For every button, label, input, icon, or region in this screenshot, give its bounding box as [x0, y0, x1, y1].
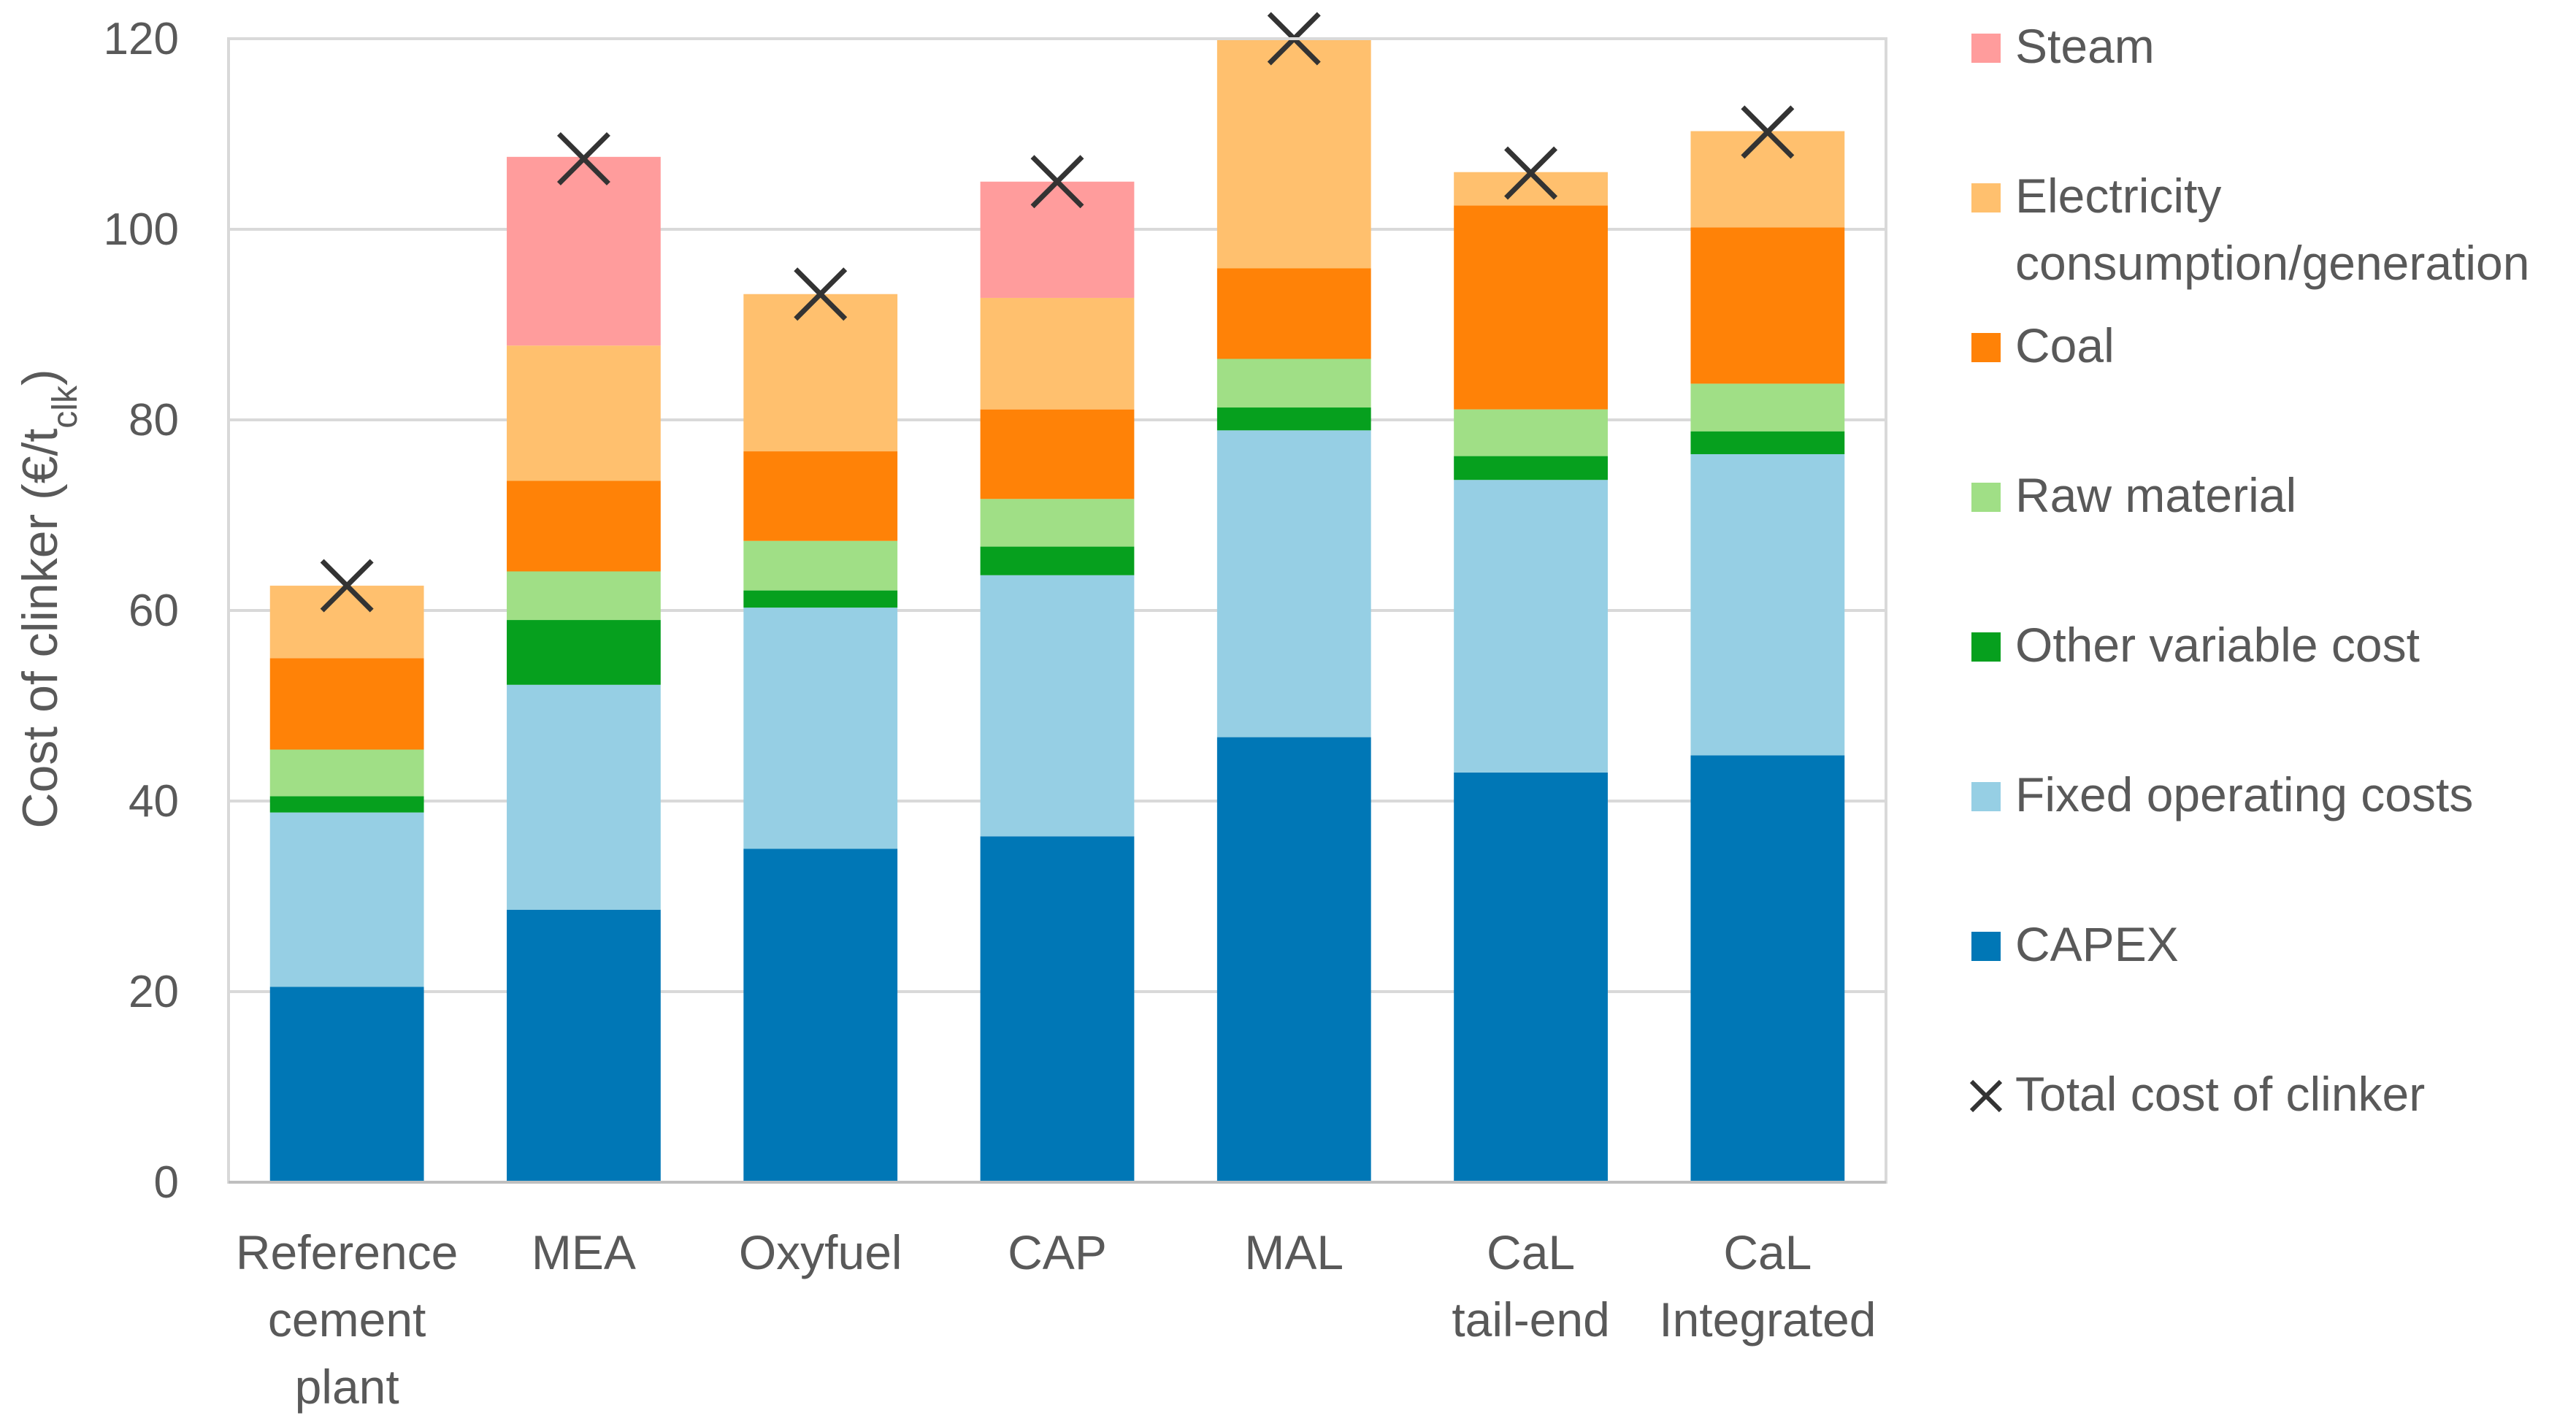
total-markers	[320, 12, 1795, 613]
x-category-label: CaL Integrated	[1659, 1225, 1876, 1347]
y-tick-labels: 0 20 40 60 80 100 120	[104, 14, 179, 1208]
bar-steam	[507, 156, 661, 346]
total-marker	[1030, 155, 1084, 209]
legend-label: Raw material	[2015, 468, 2296, 522]
bar-fixed-operating-costs	[980, 575, 1135, 837]
legend-label: Steam	[2015, 19, 2155, 73]
bar-coal	[1454, 205, 1608, 410]
bar-capex	[507, 909, 661, 1182]
legend-label: Other variable cost	[2015, 618, 2420, 672]
bar-other-variable-cost	[980, 546, 1135, 575]
bar-raw-material	[269, 749, 424, 797]
bar-electricity-consumption-generation	[1454, 172, 1608, 206]
bar-electricity-consumption-generation	[743, 294, 898, 452]
total-marker	[1504, 146, 1558, 200]
bar-electricity-consumption-generation	[980, 297, 1135, 410]
legend-item-capex: CAPEX	[1971, 917, 2179, 971]
legend-item-steam: Steam	[1971, 19, 2155, 73]
bar-fixed-operating-costs	[1454, 480, 1608, 773]
legend-label: Coal	[2015, 318, 2115, 372]
y-tick-label: 120	[104, 14, 179, 64]
legend-swatch	[1971, 483, 2001, 512]
bar-electricity-consumption-generation	[269, 586, 424, 659]
x-category-label: CAP	[1008, 1225, 1107, 1279]
y-tick-label: 100	[104, 204, 179, 255]
legend: Steam Electricity consumption/generation Co…	[1969, 19, 2529, 1121]
legend-swatch	[1971, 632, 2001, 662]
legend-item-other-variable-cost: Other variable cost	[1971, 618, 2420, 672]
bar-other-variable-cost	[743, 590, 898, 608]
bar-other-variable-cost	[269, 796, 424, 813]
bar-other-variable-cost	[1216, 407, 1371, 431]
bar-raw-material	[507, 571, 661, 621]
y-tick-label: 40	[129, 776, 179, 827]
x-category-label: MEA	[532, 1225, 636, 1279]
legend-label: Total cost of clinker	[2015, 1067, 2425, 1121]
bar-raw-material	[1216, 359, 1371, 408]
legend-item-fixed-operating-costs: Fixed operating costs	[1971, 767, 2473, 821]
bar-capex	[1454, 772, 1608, 1182]
total-marker	[556, 131, 610, 185]
y-tick-label: 0	[154, 1157, 179, 1208]
bar-raw-material	[980, 499, 1135, 547]
legend-label: Electricity consumption/generation	[2015, 169, 2529, 290]
legend-swatch	[1971, 932, 2001, 961]
axes	[227, 37, 1887, 1184]
bar-other-variable-cost	[1454, 456, 1608, 480]
legend-swatch	[1971, 183, 2001, 212]
bar-fixed-operating-costs	[1216, 430, 1371, 738]
bar-capex	[1690, 755, 1845, 1182]
total-marker	[794, 267, 848, 321]
bar-capex	[269, 987, 424, 1182]
y-axis-label: Cost of clinker (€/tclk)	[12, 369, 85, 828]
bar-electricity-consumption-generation	[507, 345, 661, 481]
bar-fixed-operating-costs	[1690, 453, 1845, 756]
legend-label: CAPEX	[2015, 917, 2179, 971]
bar-raw-material	[1690, 383, 1845, 432]
bar-electricity-consumption-generation	[1216, 37, 1371, 269]
bar-capex	[743, 849, 898, 1182]
x-category-label: MAL	[1244, 1225, 1343, 1279]
legend-item-electricity-consumption-generation: Electricity consumption/generation	[1971, 169, 2529, 290]
legend-swatch	[1971, 34, 2001, 63]
y-axis-label-close: )	[12, 369, 68, 386]
bar-coal	[1690, 227, 1845, 384]
bar-other-variable-cost	[1690, 431, 1845, 454]
x-category-labels: Reference cement plant MEA Oxyfuel CAP MAL CaL t…	[236, 1225, 1877, 1414]
bar-capex	[1216, 737, 1371, 1182]
bar-raw-material	[1454, 409, 1608, 456]
y-axis-label-main: Cost of clinker (€/t	[12, 429, 68, 829]
x-category-label: Reference cement plant	[236, 1225, 459, 1414]
bars	[269, 37, 1845, 1182]
x-category-label: Oxyfuel	[739, 1225, 902, 1279]
bar-electricity-consumption-generation	[1690, 131, 1845, 228]
bar-raw-material	[743, 540, 898, 591]
total-marker	[1741, 105, 1795, 159]
legend-item-coal: Coal	[1971, 318, 2115, 372]
y-axis-label-sub: clk	[46, 385, 85, 429]
bar-coal	[980, 409, 1135, 499]
bar-coal	[743, 451, 898, 541]
y-tick-label: 80	[129, 395, 179, 445]
x-category-label: CaL tail-end	[1452, 1225, 1609, 1347]
bar-steam	[980, 181, 1135, 298]
bar-other-variable-cost	[507, 620, 661, 685]
y-tick-label: 60	[129, 586, 179, 636]
bar-capex	[980, 836, 1135, 1182]
legend-swatch	[1971, 333, 2001, 362]
bar-coal	[507, 480, 661, 572]
y-tick-label: 20	[129, 967, 179, 1017]
total-marker	[320, 559, 374, 613]
legend-item-total-cost-of-clinker: Total cost of clinker	[1969, 1067, 2425, 1121]
bar-fixed-operating-costs	[269, 812, 424, 987]
legend-item-raw-material: Raw material	[1971, 468, 2296, 522]
legend-label: Fixed operating costs	[2015, 767, 2473, 821]
bar-coal	[1216, 268, 1371, 359]
legend-swatch	[1971, 782, 2001, 811]
bar-fixed-operating-costs	[743, 608, 898, 849]
bar-coal	[269, 658, 424, 750]
bar-fixed-operating-costs	[507, 684, 661, 910]
